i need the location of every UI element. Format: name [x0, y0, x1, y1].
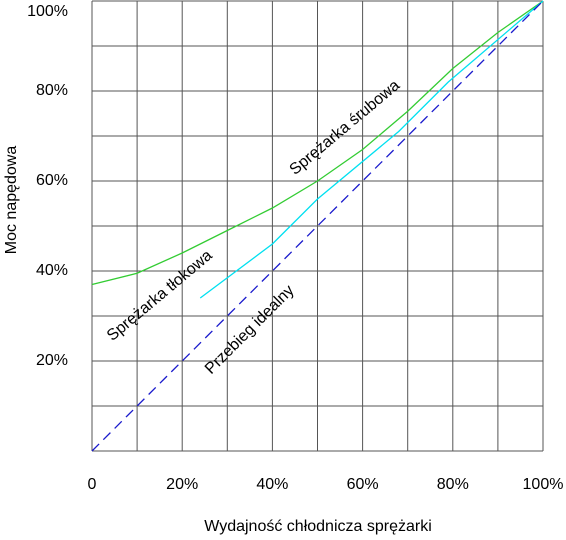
y-tick-label: 20%: [36, 352, 68, 369]
y-axis-label: Moc napędowa: [3, 146, 20, 255]
series-annotation: Sprężarka tłokowa: [104, 247, 216, 345]
x-axis-label: Wydajność chłodnicza sprężarki: [204, 518, 432, 535]
x-tick-label: 20%: [166, 476, 198, 493]
series-line: [91, 0, 544, 286]
y-tick-label: 40%: [36, 262, 68, 279]
x-tick-label: 40%: [256, 476, 288, 493]
series-line: [199, 0, 544, 299]
y-tick-label: 80%: [36, 82, 68, 99]
x-tick-label: 0: [88, 476, 97, 493]
series-annotation: Sprężarka śrubowa: [287, 77, 404, 179]
y-tick-label: 60%: [36, 172, 68, 189]
series-annotation: Przebieg idealny: [202, 282, 298, 378]
x-tick-label: 100%: [523, 476, 564, 493]
x-tick-label: 60%: [347, 476, 379, 493]
x-tick-label: 80%: [437, 476, 469, 493]
y-tick-label: 100%: [27, 3, 68, 20]
series-line: [91, 0, 544, 452]
